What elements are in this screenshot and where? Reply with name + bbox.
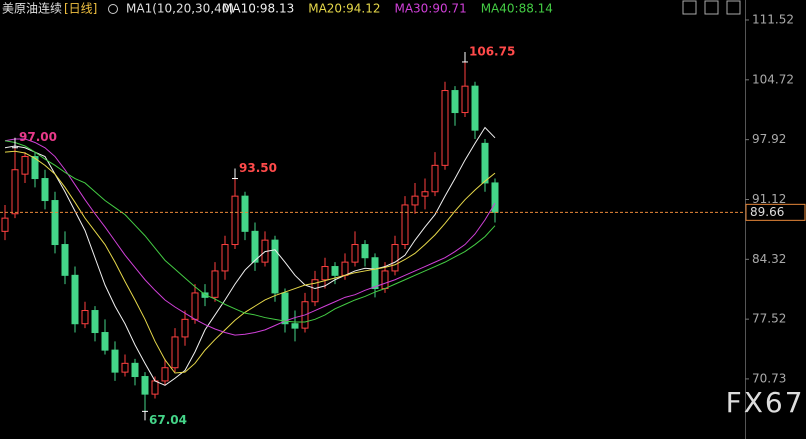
y-tick-label: 77.52	[752, 312, 786, 326]
y-tick-label: 111.52	[752, 12, 794, 26]
candle-body	[291, 323, 299, 329]
y-tick-label: 91.12	[752, 192, 786, 206]
candle-body	[371, 257, 379, 290]
candle-body	[231, 195, 239, 246]
candle-body	[191, 292, 199, 320]
candle-body	[71, 274, 79, 325]
candle-body	[391, 244, 399, 272]
candle-body	[181, 318, 189, 338]
ma-line	[4, 138, 496, 336]
chart-title: 美原油连续	[2, 1, 62, 16]
annotation-label: 93.50	[239, 161, 277, 175]
legend-entry: MA10:98.13	[222, 2, 294, 16]
candle-body	[31, 156, 39, 180]
annotation-label: 106.75	[469, 44, 515, 58]
toolbar	[682, 0, 741, 15]
candle-body	[321, 266, 329, 281]
candle-body	[61, 244, 69, 276]
candle-body	[211, 270, 219, 298]
candle-body	[421, 191, 429, 197]
candle-body	[481, 142, 489, 184]
candle-body	[1, 217, 9, 232]
candle-body	[381, 270, 389, 290]
y-tick-label: 104.72	[752, 72, 794, 86]
legend-entry: MA30:90.71	[394, 2, 466, 16]
candle-body	[461, 85, 469, 114]
tool-button[interactable]	[682, 0, 697, 15]
candle-body	[451, 90, 459, 114]
candle-body	[351, 244, 359, 263]
candle-body	[281, 292, 289, 325]
candle-body	[341, 261, 349, 276]
candle-body	[221, 244, 229, 272]
candle-body	[81, 310, 89, 325]
candle-body	[171, 336, 179, 369]
candle-body	[441, 90, 449, 166]
candle-body	[151, 380, 159, 395]
settings-icon[interactable]	[108, 4, 118, 14]
y-tick-label: 70.73	[752, 371, 786, 385]
period[interactable]: [日线]	[64, 2, 97, 16]
candle-body	[51, 200, 59, 246]
candle-body	[91, 310, 99, 334]
candle-body	[21, 156, 29, 175]
candle-body	[361, 244, 369, 259]
indicator[interactable]: MA1(10,20,30,40)	[126, 2, 234, 16]
tool-button[interactable]	[726, 0, 741, 15]
candle-body	[311, 279, 319, 303]
annotation-label: 97.00	[19, 130, 57, 144]
watermark: FX678	[726, 386, 806, 419]
candle-body	[41, 178, 49, 202]
ma-line	[4, 140, 496, 323]
candle-body	[431, 164, 439, 193]
candle-body	[411, 195, 419, 206]
tool-button[interactable]	[704, 0, 719, 15]
candle-body	[11, 169, 19, 215]
legend-entry: MA20:94.12	[308, 2, 380, 16]
candle-body	[241, 195, 249, 232]
candle-body	[131, 362, 139, 378]
y-tick-label: 84.32	[752, 252, 786, 266]
candle-body	[491, 182, 499, 213]
candle-body	[141, 376, 149, 395]
candle-body	[271, 239, 279, 294]
last-price-label: 89.66	[750, 205, 784, 219]
legend-entry: MA40:88.14	[481, 2, 553, 16]
ma-line	[4, 150, 496, 374]
candle-body	[121, 362, 129, 373]
y-tick-label: 97.92	[752, 132, 786, 146]
candle-body	[471, 85, 479, 131]
annotation-label: 67.04	[149, 413, 187, 427]
candle-body	[111, 349, 119, 373]
last-price-box	[745, 203, 806, 221]
candle-body	[251, 230, 259, 263]
candle-body	[161, 367, 169, 382]
candle-body	[331, 266, 339, 276]
candle-body	[101, 332, 109, 351]
candle-body	[401, 204, 409, 246]
ma-line	[4, 126, 496, 386]
